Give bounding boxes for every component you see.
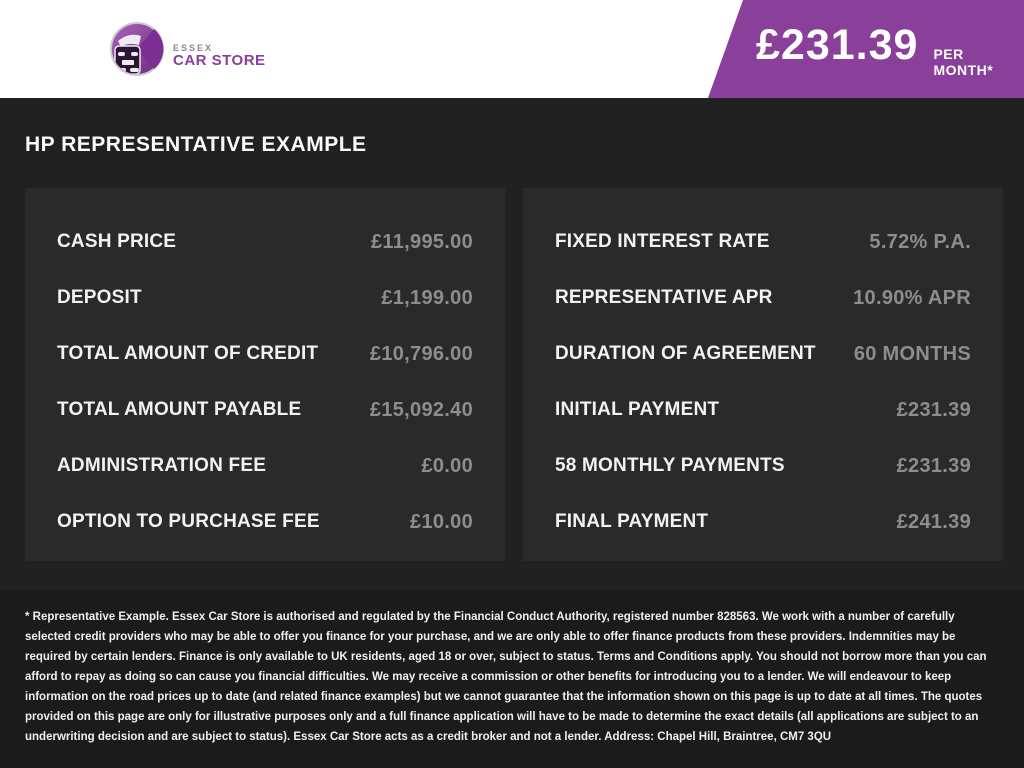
finance-row-duration: DURATION OF AGREEMENT 60 MONTHS: [555, 326, 971, 382]
finance-row-monthly-payments: 58 MONTHLY PAYMENTS £231.39: [555, 438, 971, 494]
finance-label: REPRESENTATIVE APR: [555, 287, 773, 308]
finance-row-total-credit: TOTAL AMOUNT OF CREDIT £10,796.00: [57, 326, 473, 382]
finance-label: FINAL PAYMENT: [555, 511, 709, 532]
finance-row-option-fee: OPTION TO PURCHASE FEE £10.00: [57, 494, 473, 550]
finance-label: DEPOSIT: [57, 287, 142, 308]
finance-label: ADMINISTRATION FEE: [57, 455, 267, 476]
finance-row-cash-price: CASH PRICE £11,995.00: [57, 214, 473, 270]
finance-value: £241.39: [896, 510, 971, 533]
finance-row-initial-payment: INITIAL PAYMENT £231.39: [555, 382, 971, 438]
finance-panels: CASH PRICE £11,995.00 DEPOSIT £1,199.00 …: [25, 188, 1003, 561]
finance-value: 5.72% P.A.: [869, 230, 971, 253]
page-title: HP REPRESENTATIVE EXAMPLE: [25, 133, 367, 156]
monthly-price-period: PER MONTH*: [933, 45, 994, 78]
monthly-price-banner: £231.39 PER MONTH*: [708, 0, 1024, 98]
disclaimer-text: * Representative Example. Essex Car Stor…: [25, 611, 987, 743]
finance-value: 10.90% APR: [853, 286, 971, 309]
finance-label: FIXED INTEREST RATE: [555, 231, 770, 252]
header-bar: ESSEX CAR STORE £231.39 PER MONTH*: [0, 0, 1024, 98]
finance-value: 60 MONTHS: [853, 342, 971, 365]
footer-disclaimer-section: * Representative Example. Essex Car Stor…: [0, 590, 1024, 768]
car-store-logo-icon: [110, 22, 164, 81]
finance-row-deposit: DEPOSIT £1,199.00: [57, 270, 473, 326]
finance-value: £0.00: [421, 454, 473, 477]
brand-name: ESSEX CAR STORE: [173, 34, 266, 69]
finance-value: £15,092.40: [369, 398, 473, 421]
finance-label: 58 MONTHLY PAYMENTS: [555, 455, 785, 476]
brand-name-top: ESSEX: [173, 42, 214, 53]
finance-row-admin-fee: ADMINISTRATION FEE £0.00: [57, 438, 473, 494]
finance-panel-left: CASH PRICE £11,995.00 DEPOSIT £1,199.00 …: [25, 188, 505, 561]
finance-label: OPTION TO PURCHASE FEE: [57, 511, 320, 532]
finance-example-section: HP REPRESENTATIVE EXAMPLE CASH PRICE £11…: [0, 98, 1024, 590]
finance-value: £10.00: [410, 510, 473, 533]
finance-label: DURATION OF AGREEMENT: [555, 343, 816, 364]
monthly-price-group: £231.39 PER MONTH*: [708, 21, 1024, 78]
finance-label: INITIAL PAYMENT: [555, 399, 720, 420]
finance-label: CASH PRICE: [57, 231, 177, 252]
finance-row-apr: REPRESENTATIVE APR 10.90% APR: [555, 270, 971, 326]
finance-panel-right: FIXED INTEREST RATE 5.72% P.A. REPRESENT…: [523, 188, 1003, 561]
finance-value: £10,796.00: [369, 342, 473, 365]
monthly-price-amount: £231.39: [756, 20, 919, 69]
brand-logo: ESSEX CAR STORE: [110, 22, 266, 81]
finance-value: £11,995.00: [371, 230, 473, 253]
finance-row-total-payable: TOTAL AMOUNT PAYABLE £15,092.40: [57, 382, 473, 438]
finance-value: £1,199.00: [381, 286, 473, 309]
finance-value: £231.39: [896, 398, 971, 421]
finance-row-interest-rate: FIXED INTEREST RATE 5.72% P.A.: [555, 214, 971, 270]
finance-label: TOTAL AMOUNT OF CREDIT: [57, 343, 319, 364]
finance-value: £231.39: [896, 454, 971, 477]
finance-label: TOTAL AMOUNT PAYABLE: [57, 399, 302, 420]
finance-row-final-payment: FINAL PAYMENT £241.39: [555, 494, 971, 550]
brand-name-bottom: CAR STORE: [173, 52, 266, 70]
